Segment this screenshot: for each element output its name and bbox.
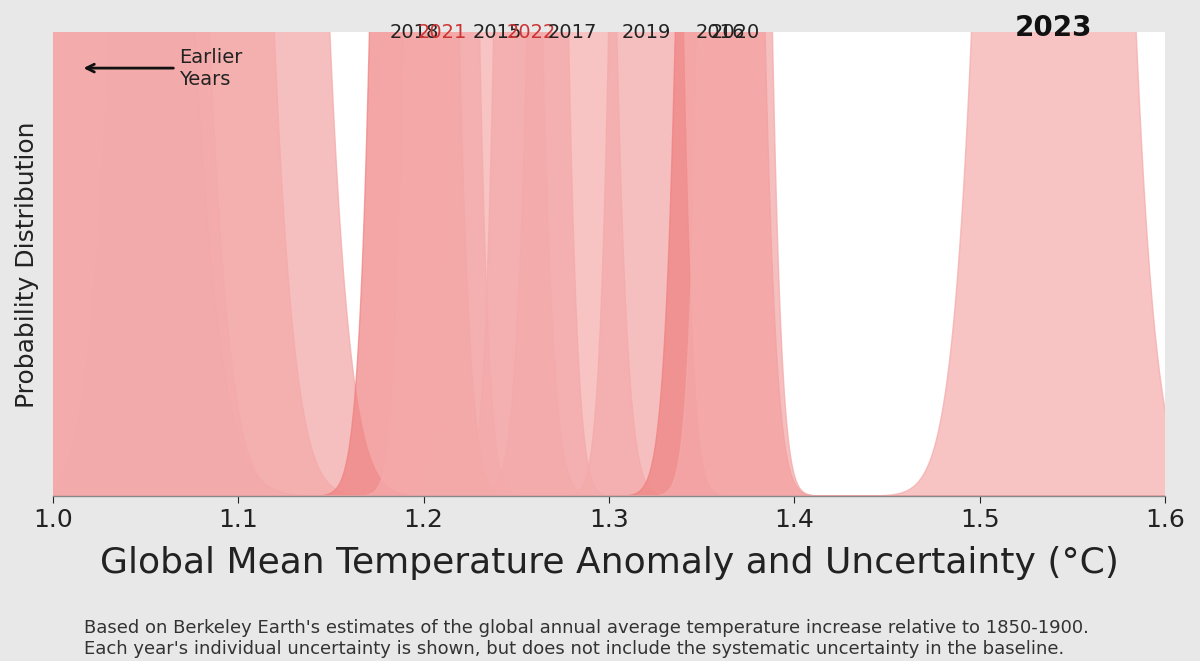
Text: 2020: 2020 <box>710 23 760 42</box>
Text: Based on Berkeley Earth's estimates of the global annual average temperature inc: Based on Berkeley Earth's estimates of t… <box>84 619 1088 658</box>
Text: 2015: 2015 <box>473 23 522 42</box>
Text: 2016: 2016 <box>696 23 745 42</box>
Y-axis label: Probability Distribution: Probability Distribution <box>14 121 38 408</box>
Text: 2023: 2023 <box>1015 14 1092 42</box>
Text: 2019: 2019 <box>622 23 671 42</box>
X-axis label: Global Mean Temperature Anomaly and Uncertainty (°C): Global Mean Temperature Anomaly and Unce… <box>100 546 1118 580</box>
Text: 2017: 2017 <box>547 23 596 42</box>
Text: Earlier
Years: Earlier Years <box>86 48 242 89</box>
Text: 2021: 2021 <box>418 23 467 42</box>
Text: 2018: 2018 <box>390 23 439 42</box>
Text: 2022: 2022 <box>506 23 556 42</box>
